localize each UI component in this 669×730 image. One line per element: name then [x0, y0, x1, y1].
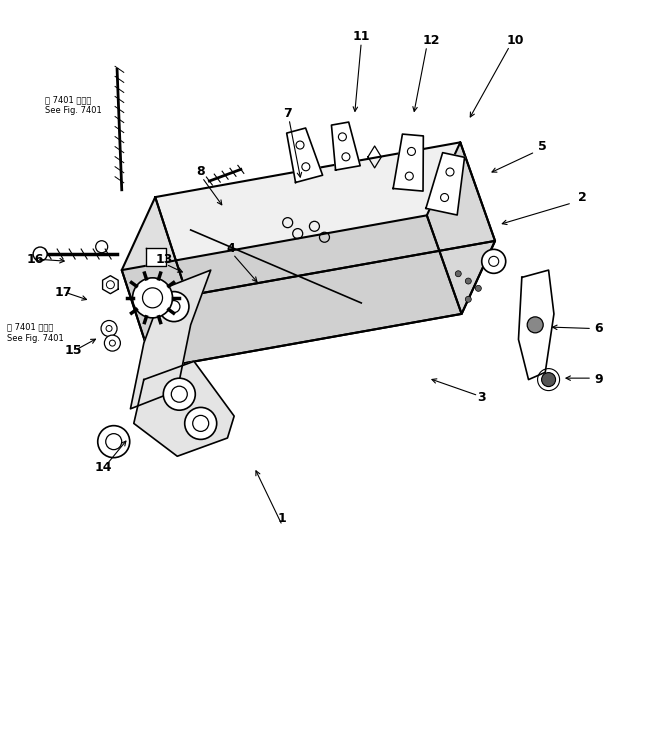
Text: 8: 8 [197, 165, 205, 178]
Circle shape [456, 271, 461, 277]
Polygon shape [393, 134, 423, 191]
Circle shape [104, 335, 120, 351]
Circle shape [132, 278, 173, 318]
Text: 14: 14 [95, 461, 112, 474]
Text: 7: 7 [283, 107, 292, 120]
Polygon shape [518, 270, 554, 380]
Polygon shape [146, 248, 166, 266]
Polygon shape [426, 153, 464, 215]
Text: 6: 6 [595, 322, 603, 335]
Text: 17: 17 [54, 285, 72, 299]
Text: 5: 5 [537, 139, 547, 153]
Polygon shape [122, 215, 462, 369]
Text: 11: 11 [353, 30, 370, 43]
Circle shape [163, 378, 195, 410]
Circle shape [101, 320, 117, 337]
Polygon shape [102, 276, 118, 293]
Text: 1: 1 [278, 512, 287, 525]
Text: 第 7401 図参照
See Fig. 7401: 第 7401 図参照 See Fig. 7401 [45, 95, 102, 115]
Text: 9: 9 [595, 373, 603, 386]
Polygon shape [427, 142, 495, 314]
Text: 10: 10 [506, 34, 524, 47]
Circle shape [33, 247, 47, 261]
Polygon shape [154, 241, 495, 369]
Polygon shape [122, 197, 187, 369]
Polygon shape [155, 142, 495, 296]
Circle shape [476, 285, 481, 291]
Polygon shape [331, 122, 360, 170]
Polygon shape [130, 270, 211, 409]
Text: 4: 4 [226, 242, 235, 255]
Circle shape [466, 278, 471, 284]
Text: 2: 2 [577, 191, 587, 204]
Circle shape [159, 291, 189, 322]
Circle shape [98, 426, 130, 458]
Polygon shape [134, 361, 234, 456]
Text: 13: 13 [155, 253, 173, 266]
Circle shape [482, 250, 506, 273]
Circle shape [542, 372, 555, 387]
Text: 16: 16 [26, 253, 43, 266]
Text: 3: 3 [478, 391, 486, 404]
Text: 第 7401 図参照
See Fig. 7401: 第 7401 図参照 See Fig. 7401 [7, 323, 64, 343]
Text: 15: 15 [65, 344, 82, 357]
Circle shape [185, 407, 217, 439]
Circle shape [527, 317, 543, 333]
Circle shape [466, 296, 471, 302]
Text: 12: 12 [423, 34, 440, 47]
Polygon shape [287, 128, 322, 182]
